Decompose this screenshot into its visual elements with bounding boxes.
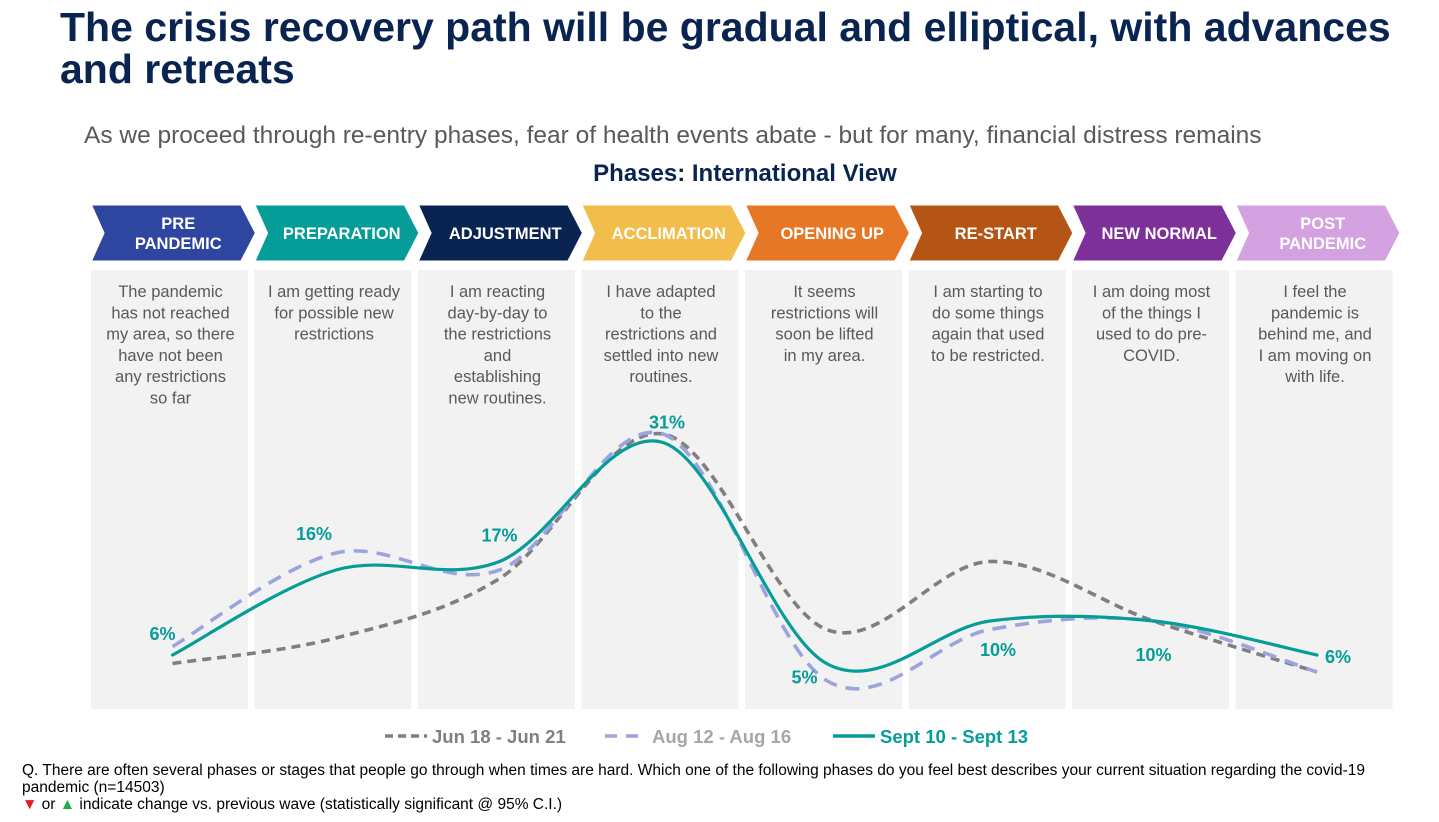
phase-description-line: to the	[640, 304, 681, 322]
phase-column	[745, 270, 902, 709]
phase-description-line: so far	[150, 390, 192, 408]
phase-arrow	[251, 202, 422, 264]
phase-description-line: routines.	[629, 368, 692, 386]
phase-description-line: restrictions and	[605, 326, 717, 344]
series-line-0	[172, 432, 1318, 674]
phase-label: ACCLIMATION	[612, 225, 726, 243]
phase-label: PANDEMIC	[135, 235, 222, 253]
phase-column	[418, 270, 575, 709]
phase-description-line: behind me, and	[1258, 326, 1372, 344]
phase-label: PANDEMIC	[1279, 235, 1366, 253]
data-label: 17%	[481, 526, 517, 546]
legend-label: Aug 12 - Aug 16	[652, 726, 791, 747]
phase-arrow	[1232, 202, 1403, 264]
phase-descriptions: The pandemic has not reached my area, so t…	[106, 283, 1372, 408]
phase-description-line: I am starting to	[933, 283, 1042, 301]
phase-description-line: used to do pre-	[1096, 326, 1207, 344]
phase-description-line: soon be lifted	[775, 326, 873, 344]
phase-description-line: restrictions	[294, 326, 374, 344]
series-line-2	[170, 439, 1319, 673]
or-text: or	[37, 796, 60, 813]
data-label: 31%	[649, 413, 685, 433]
survey-question: Q. There are often several phases or sta…	[22, 762, 1365, 796]
phase-label: RE-START	[955, 225, 1037, 243]
phase-description-line: I am doing most	[1093, 283, 1211, 301]
chart-title: Phases: International View	[593, 160, 897, 187]
phase-label: PRE	[161, 215, 195, 233]
phase-arrow	[905, 202, 1076, 264]
phase-description-line: any restrictions	[115, 368, 226, 386]
phase-description-line: I feel the	[1283, 283, 1346, 301]
phase-column	[254, 270, 412, 709]
phase-arrow	[1068, 202, 1240, 264]
phase-description-line: It seems	[793, 283, 855, 301]
page-title: The crisis recovery path will be gradual…	[60, 4, 1391, 92]
phase-description-line: I have adapted	[606, 283, 715, 301]
phase-label: NEW NORMAL	[1102, 225, 1217, 243]
phase-description-line: with life.	[1284, 368, 1345, 386]
phase-arrow	[578, 202, 749, 264]
phase-description-line: I am getting ready	[268, 283, 401, 301]
phase-label: ADJUSTMENT	[449, 225, 562, 243]
phase-description-line: again that used	[932, 326, 1045, 344]
phase-description-line: The pandemic	[118, 283, 223, 301]
phase-description-line: establishing	[454, 368, 541, 386]
phase-description-line: have not been	[118, 347, 223, 365]
phase-arrows: PRE PANDEMIC PREPARATION ADJUSTMENT ACCLIMAT…	[87, 202, 1403, 264]
subtitle: As we proceed through re-entry phases, f…	[84, 122, 1262, 149]
phase-description-line: do some things	[932, 304, 1044, 322]
phase-arrow	[741, 202, 913, 264]
data-label: 5%	[791, 668, 817, 688]
phase-description-line: day-by-day to	[448, 304, 548, 322]
data-label: 6%	[149, 624, 175, 644]
phase-label: PREPARATION	[283, 225, 401, 243]
phase-description-line: my area, so there	[106, 326, 234, 344]
data-label: 10%	[1135, 645, 1171, 665]
legend-label: Sept 10 - Sept 13	[880, 726, 1028, 747]
phase-description-line: to be restricted.	[931, 347, 1045, 365]
footer-notes: Q. There are often several phases or sta…	[22, 762, 1402, 813]
phase-column	[908, 270, 1066, 709]
phase-description-line: of the things I	[1102, 304, 1201, 322]
phase-description-line: settled into new	[604, 347, 719, 365]
phase-arrow	[87, 202, 259, 264]
phase-description-line: in my area.	[784, 347, 866, 365]
data-label: 16%	[296, 524, 332, 544]
legend-label: Jun 18 - Jun 21	[432, 726, 566, 747]
data-label: 10%	[980, 640, 1016, 660]
down-triangle-icon: ▼	[22, 796, 38, 813]
up-triangle-icon: ▲	[59, 796, 76, 813]
phase-description-line: I am moving on	[1259, 347, 1372, 365]
data-labels: 6% 16% 17% 31% 5% 10% 10% 6%	[149, 413, 1351, 688]
phase-description-line: and	[484, 347, 512, 365]
phase-description-line: I am reacting	[450, 283, 545, 301]
phase-description-line: the restrictions	[444, 326, 551, 344]
legend: Jun 18 - Jun 21 Aug 12 - Aug 16 Sept 10 - …	[385, 726, 1028, 747]
significance-note: ▼ or ▲ indicate change vs. previous wave…	[22, 796, 1402, 813]
phase-label: POST	[1300, 215, 1345, 233]
phase-description-line: new routines.	[448, 390, 546, 408]
phase-column	[91, 270, 248, 709]
series-lines	[170, 430, 1319, 691]
phase-label: OPENING UP	[780, 225, 884, 243]
phase-description-line: restrictions will	[771, 304, 878, 322]
significance-text: indicate change vs. previous wave (stati…	[75, 796, 563, 813]
phase-description-line: COVID.	[1123, 347, 1180, 365]
phase-description-line: has not reached	[111, 304, 229, 322]
phase-description-line: for possible new	[274, 304, 393, 322]
data-label: 6%	[1325, 647, 1351, 667]
phase-description-line: pandemic is	[1271, 304, 1359, 322]
phase-column	[1235, 270, 1393, 709]
phase-arrow	[414, 202, 586, 264]
phase-columns	[91, 270, 1393, 709]
